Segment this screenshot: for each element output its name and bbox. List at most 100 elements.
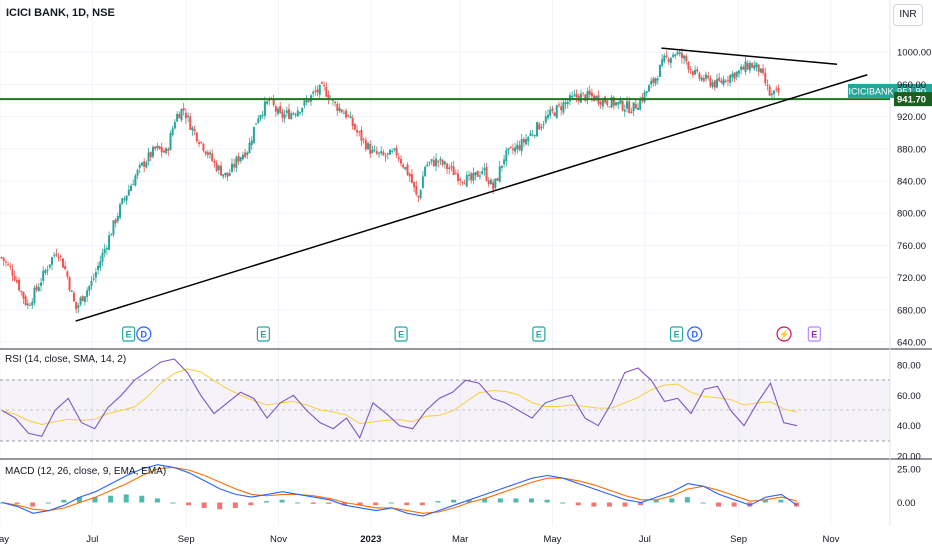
candle [64,266,67,270]
candle [724,80,727,82]
candle [586,91,589,101]
macd-histogram-bar [357,502,363,506]
candle [35,286,38,290]
candle [42,270,45,281]
macd-histogram-bar [108,495,114,503]
macd-histogram-bar [388,502,394,504]
candle [316,89,319,93]
candle [105,248,108,250]
candle [70,290,73,293]
macd-histogram-bar [264,501,269,503]
candle [661,59,664,66]
candle [290,113,293,120]
earnings-upcoming-marker [807,326,821,342]
candle [496,178,499,181]
candle [53,255,56,257]
candle [437,160,440,163]
candle [413,181,416,188]
candle [386,153,389,155]
candle [338,107,341,111]
candle [37,287,40,292]
macd-histogram-bar [731,502,737,507]
candle [395,147,398,156]
candle [421,176,424,189]
candle [323,84,326,86]
candle [571,95,574,98]
event-marker-label: D [691,330,698,340]
candle [726,79,729,81]
candle [75,301,78,310]
candle [79,297,82,305]
candle [766,84,769,86]
x-tick-label: Mar [452,534,468,545]
candle [13,275,16,281]
candle [156,145,159,148]
earnings-marker [256,326,270,342]
candle [134,175,137,186]
candle [320,82,323,84]
event-marker-label: E [536,330,542,340]
candle [301,107,304,113]
macd-histogram-bar [123,494,129,503]
candle [667,59,670,62]
macd-histogram-bar [622,502,628,507]
earnings-marker [394,326,408,342]
x-tick-label: May [543,534,561,545]
y-tick-label: 640.00 [897,338,926,349]
macd-histogram-bar [575,502,581,506]
candle [533,135,536,137]
candle [55,253,58,256]
candle [384,155,387,157]
candle [283,114,286,119]
candle [88,285,91,291]
candle [555,105,558,118]
x-tick-label: Nov [270,534,287,545]
macd-histogram-bar [497,498,503,503]
currency-button[interactable]: INR [893,4,923,26]
candle [50,257,53,265]
candle [764,72,767,84]
candle [206,152,209,156]
candle [762,68,765,74]
candle [296,110,299,117]
candle [393,148,396,150]
macd-histogram-bar [762,499,768,503]
candle [178,114,181,119]
candle [0,257,3,259]
candle [542,124,545,126]
candle [136,169,139,176]
candle [698,73,701,79]
candle [553,112,556,117]
candle [24,296,27,305]
candle [503,159,506,165]
x-tick-label: Jul [86,534,98,545]
macd-signal-line [1,466,798,514]
candle [441,159,444,165]
candles [0,48,780,314]
candle [213,161,216,163]
candle [26,303,29,306]
candle [356,130,359,133]
macd-y-tick-label: 0.00 [897,498,916,509]
candle [419,190,422,198]
candle [665,55,668,57]
macd-histogram-bar [669,498,675,503]
candle [325,86,328,97]
candle [498,166,501,182]
candle [509,146,512,148]
candle [224,172,227,176]
candle [362,138,365,140]
candle [507,148,510,151]
candle [72,292,75,302]
candle [672,54,675,57]
candle [246,152,249,155]
y-tick-label: 920.00 [897,112,926,123]
candle [198,142,201,145]
y-tick-label: 720.00 [897,273,926,284]
event-marker-label: E [398,330,404,340]
candle [123,198,126,200]
candle [729,75,732,83]
candle [336,103,339,111]
